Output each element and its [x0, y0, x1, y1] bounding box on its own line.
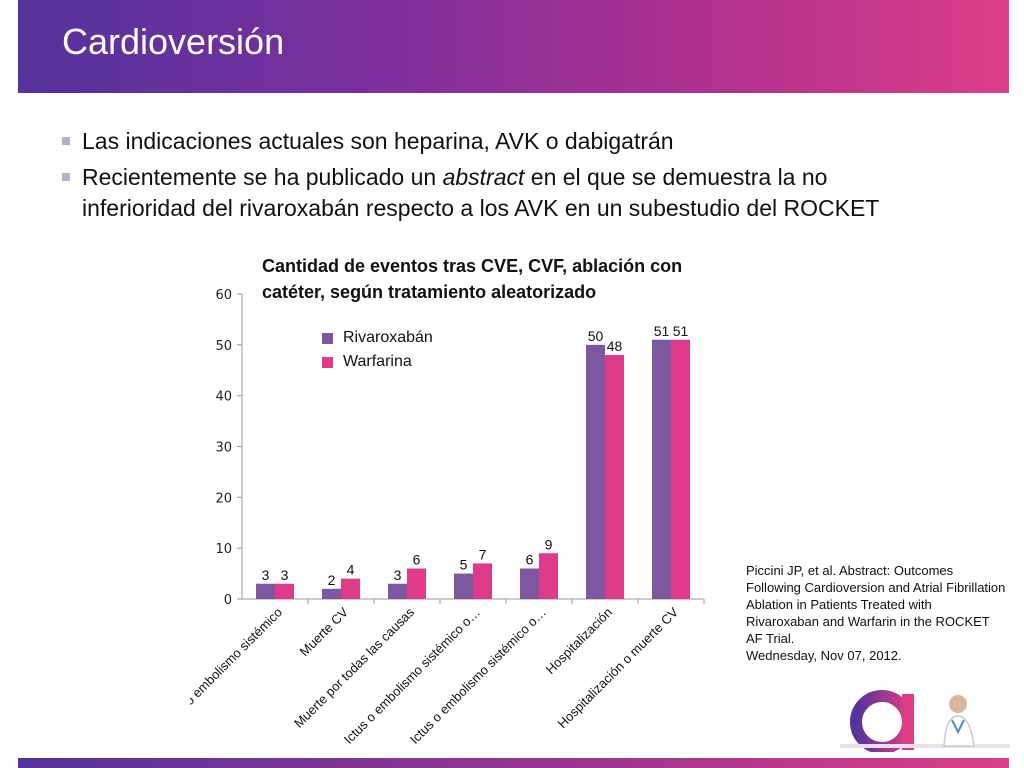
data-label: 51 [673, 323, 689, 339]
footer-bar [18, 758, 1009, 768]
bar [322, 588, 341, 599]
x-category-label: Ictus o embolismo sistémico o… [341, 605, 483, 747]
data-label: 3 [394, 567, 402, 583]
y-tick-label: 40 [215, 390, 232, 405]
bullet-marker-icon [62, 173, 70, 181]
bar [388, 583, 407, 599]
x-category-label: Hospitalización [543, 605, 615, 677]
data-label: 9 [545, 536, 553, 552]
bar [454, 573, 473, 599]
citation-text: Piccini JP, et al. Abstract: Outcomes Fo… [746, 563, 1006, 646]
data-label: 6 [413, 552, 421, 568]
bullet-text-end: en el que se demuestra la no inferiorida… [82, 164, 880, 221]
x-category-label: Ictus o embolismo sistémico o… [407, 605, 549, 747]
data-label: 4 [347, 562, 355, 578]
y-tick-label: 0 [224, 593, 232, 608]
data-label: 5 [460, 557, 468, 573]
y-tick-label: 10 [215, 542, 232, 557]
bullet-list: Las indicaciones actuales son heparina, … [62, 126, 942, 229]
data-label: 2 [328, 572, 336, 588]
chart-title: Cantidad de eventos tras CVE, CVF, ablac… [262, 256, 683, 302]
bar [407, 568, 426, 599]
bullet-text: Las indicaciones actuales son heparina, … [82, 128, 674, 154]
bar [586, 344, 605, 599]
x-category-label: Muerte CV [297, 604, 352, 659]
y-tick-label: 50 [215, 339, 232, 354]
legend-label-warfarina: Warfarina [343, 353, 412, 370]
legend-swatch-rivaroxaban [322, 332, 333, 344]
slide-title: Cardioversión [62, 21, 285, 62]
legend-label-rivaroxaban: Rivaroxabán [343, 329, 433, 346]
legend-item-warfarina: Warfarina [322, 350, 433, 374]
x-category-label: Ictus o embolismo sistémico [190, 605, 285, 731]
data-label: 50 [588, 328, 604, 344]
bar [473, 563, 492, 599]
bullet-item: Las indicaciones actuales son heparina, … [62, 126, 942, 157]
x-category-label: Hospitalización o muerte CV [555, 604, 682, 731]
bar [520, 568, 539, 599]
chart-legend: Rivaroxabán Warfarina [322, 326, 433, 374]
bullet-marker-icon [62, 137, 70, 145]
legend-item-rivaroxaban: Rivaroxabán [322, 326, 433, 350]
data-label: 3 [262, 567, 270, 583]
title-bar [18, 0, 1009, 93]
y-tick-label: 30 [215, 441, 232, 456]
legend-swatch-warfarina [322, 356, 333, 368]
bar-chart: 010203040506033Ictus o embolismo sistémi… [190, 288, 705, 747]
bullet-text-italic: abstract [442, 164, 525, 190]
citation-date: Wednesday, Nov 07, 2012. [746, 648, 902, 663]
bar [275, 583, 294, 599]
bullet-text-start: Recientemente se ha publicado un [82, 164, 443, 190]
bullet-item: Recientemente se ha publicado un abstrac… [62, 162, 942, 224]
data-label: 51 [654, 323, 670, 339]
bar [341, 578, 360, 599]
bar [605, 355, 624, 599]
data-label: 6 [526, 552, 534, 568]
data-label: 3 [281, 567, 289, 583]
x-category-label: Muerte por todas las causas [291, 604, 417, 730]
bar [671, 339, 690, 599]
bar [256, 583, 275, 599]
bar [652, 339, 671, 599]
y-tick-label: 20 [215, 491, 232, 506]
data-label: 48 [607, 338, 623, 354]
company-logo-icon [840, 690, 1010, 752]
data-label: 7 [479, 546, 487, 562]
y-tick-label: 60 [215, 288, 232, 303]
citation: Piccini JP, et al. Abstract: Outcomes Fo… [746, 562, 1006, 664]
bar [539, 553, 558, 599]
